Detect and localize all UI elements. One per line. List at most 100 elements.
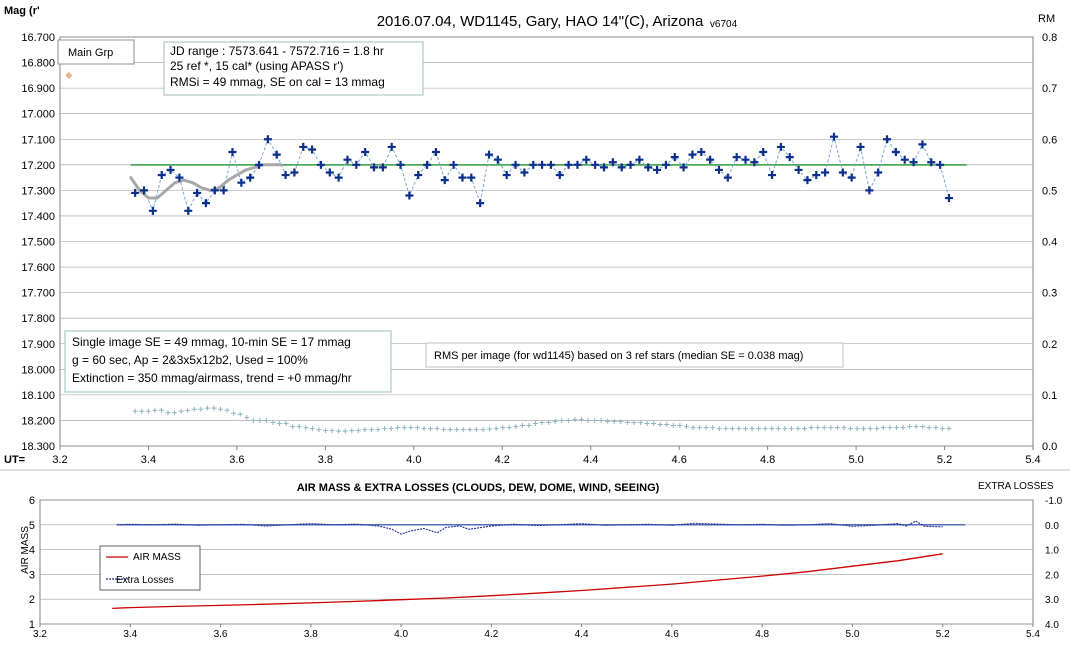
y2-tick-label: 0.4 xyxy=(1042,237,1057,249)
rm-point xyxy=(782,426,788,432)
rm-point xyxy=(788,426,794,432)
data-connector xyxy=(135,136,950,213)
rm-point xyxy=(887,425,893,431)
data-point xyxy=(732,153,741,162)
y2-tick-label: 0.1 xyxy=(1042,390,1057,402)
rm-point xyxy=(756,426,762,432)
y2-tick-label: 0.7 xyxy=(1042,83,1057,95)
y2-tick-label: 0.0 xyxy=(1042,441,1057,453)
lower-legend xyxy=(99,545,201,591)
y2-tick-label: 0.5 xyxy=(1042,185,1057,197)
rm-point xyxy=(539,419,545,425)
rm-point xyxy=(513,424,519,430)
rm-point xyxy=(336,428,342,434)
rm-point xyxy=(861,426,867,432)
rm-point xyxy=(231,410,237,416)
data-point xyxy=(582,155,591,164)
lower-x-tick-label: 4.8 xyxy=(755,629,769,640)
y-tick-label: 18.100 xyxy=(21,390,55,402)
rm-point xyxy=(559,417,565,423)
rm-point xyxy=(611,418,617,424)
lower-x-tick-label: 5.4 xyxy=(1026,629,1040,640)
data-point xyxy=(617,163,626,172)
data-point xyxy=(635,155,644,164)
rm-point xyxy=(473,427,479,433)
rm-point xyxy=(795,426,801,432)
rm-point xyxy=(907,424,913,430)
summary-line: Extinction = 350 mmag/airmass, trend = +… xyxy=(72,371,352,385)
lower-y2-tick-label: 4.0 xyxy=(1045,620,1059,631)
data-point xyxy=(361,148,370,157)
rm-point xyxy=(565,417,571,423)
lower-x-tick-label: 3.4 xyxy=(123,629,137,640)
rm-point xyxy=(152,407,158,413)
rm-point xyxy=(296,424,302,430)
rm-point xyxy=(802,426,808,432)
rm-point xyxy=(500,425,506,431)
lower-x-tick-label: 3.6 xyxy=(214,629,228,640)
y-tick-label: 17.000 xyxy=(21,109,55,121)
rm-point xyxy=(624,419,630,425)
legend-air-mass-label: AIR MASS xyxy=(133,552,181,563)
rm-point xyxy=(132,408,138,414)
data-point xyxy=(546,160,555,169)
rm-point xyxy=(854,426,860,432)
rm-point xyxy=(526,423,532,429)
rms-note-box xyxy=(425,342,844,368)
rm-point xyxy=(441,427,447,433)
chart-version: v6704 xyxy=(710,19,738,30)
data-point xyxy=(529,160,538,169)
data-point xyxy=(184,206,193,215)
y-tick-label: 18.200 xyxy=(21,415,55,427)
data-point xyxy=(706,155,715,164)
y-tick-label: 16.800 xyxy=(21,58,55,70)
lower-y-tick-label: 3 xyxy=(29,569,35,581)
summary-line: g = 60 sec, Ap = 2&3x5x12b2, Used = 100% xyxy=(72,353,308,367)
data-point xyxy=(538,160,547,169)
rm-point xyxy=(651,421,657,427)
info-box xyxy=(163,41,424,96)
y2-tick-label: 0.2 xyxy=(1042,339,1057,351)
data-point xyxy=(838,168,847,177)
x-tick-label: 3.6 xyxy=(229,454,244,466)
rm-point xyxy=(290,424,296,430)
rm-point xyxy=(598,417,604,423)
rm-point xyxy=(828,425,834,431)
data-point xyxy=(653,165,662,174)
rm-point xyxy=(480,427,486,433)
y-tick-label: 17.400 xyxy=(21,211,55,223)
data-point xyxy=(201,199,210,208)
rm-point xyxy=(329,428,335,434)
data-point xyxy=(440,176,449,185)
y2-tick-label: 0.6 xyxy=(1042,134,1057,146)
rm-point xyxy=(703,425,709,431)
rm-point xyxy=(428,426,434,432)
data-point xyxy=(157,171,166,180)
rm-point xyxy=(388,426,394,432)
data-point xyxy=(936,160,945,169)
data-point xyxy=(874,168,883,177)
data-point xyxy=(281,171,290,180)
rm-point xyxy=(716,426,722,432)
data-point xyxy=(714,165,723,174)
rm-point xyxy=(572,416,578,422)
rm-point xyxy=(349,428,355,434)
rm-point xyxy=(618,418,624,424)
data-point xyxy=(334,173,343,182)
info-line: RMSi = 49 mmag, SE on cal = 13 mmag xyxy=(170,75,385,89)
data-point xyxy=(148,206,157,215)
data-point xyxy=(909,158,918,167)
data-point xyxy=(131,188,140,197)
rm-point xyxy=(729,426,735,432)
rm-point xyxy=(815,425,821,431)
x-axis-label: UT= xyxy=(4,454,25,466)
data-point xyxy=(272,150,281,159)
lower-x-tick-label: 5.2 xyxy=(936,629,950,640)
info-line: 25 ref *, 15 cal* (using APASS r') xyxy=(170,59,343,73)
rm-point xyxy=(900,425,906,431)
y2-tick-label: 0.3 xyxy=(1042,288,1057,300)
rm-point xyxy=(277,421,283,427)
y-tick-label: 16.700 xyxy=(21,32,55,44)
rms-note: RMS per image (for wd1145) based on 3 re… xyxy=(434,350,803,362)
